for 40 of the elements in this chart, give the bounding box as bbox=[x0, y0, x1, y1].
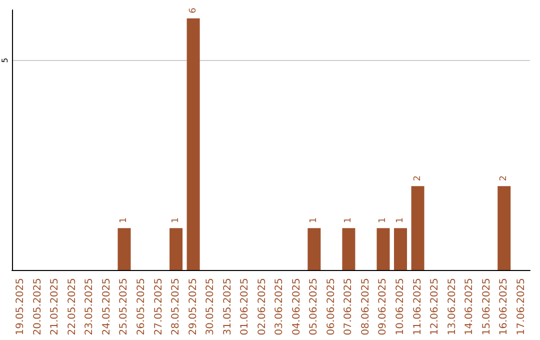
x-tick-label: 02.06.2025 bbox=[256, 278, 268, 336]
x-tick-label: 17.06.2025 bbox=[516, 278, 527, 336]
x-tick-label: 13.06.2025 bbox=[446, 278, 458, 336]
data-label: 2 bbox=[412, 175, 423, 182]
x-tick-label: 19.05.2025 bbox=[15, 278, 26, 336]
x-tick-label: 24.05.2025 bbox=[101, 278, 112, 336]
x-tick-label: 25.05.2025 bbox=[118, 278, 130, 336]
x-tick-label: 27.05.2025 bbox=[153, 278, 164, 336]
x-tick-label: 08.06.2025 bbox=[360, 278, 372, 336]
x-tick-label: 28.05.2025 bbox=[170, 278, 182, 336]
x-tick-label: 12.06.2025 bbox=[430, 278, 441, 336]
data-label: 1 bbox=[344, 217, 354, 224]
x-tick-label: 06.06.2025 bbox=[326, 278, 337, 336]
x-tick-label: 01.06.2025 bbox=[240, 278, 251, 336]
x-tick-label: 10.06.2025 bbox=[395, 278, 406, 336]
data-label: 2 bbox=[499, 175, 510, 182]
x-tick-label: 31.05.2025 bbox=[222, 278, 234, 336]
x-tick-label: 15.06.2025 bbox=[481, 278, 492, 336]
y-tick-label: 5 bbox=[0, 58, 10, 63]
x-tick-label: 29.05.2025 bbox=[188, 278, 199, 336]
x-tick-label: 30.05.2025 bbox=[205, 278, 216, 336]
x-tick-label: 26.05.2025 bbox=[136, 278, 147, 336]
x-tick-label: 20.05.2025 bbox=[32, 278, 44, 336]
x-tick-label: 14.06.2025 bbox=[464, 278, 476, 336]
x-tick-label: 11.06.2025 bbox=[412, 278, 424, 336]
data-label: 1 bbox=[396, 217, 406, 224]
data-label: 1 bbox=[119, 217, 130, 224]
data-label: 6 bbox=[188, 7, 198, 14]
x-tick-label: 04.06.2025 bbox=[291, 278, 302, 336]
x-tick-label: 07.06.2025 bbox=[343, 278, 354, 336]
x-tick-label: 21.05.2025 bbox=[50, 278, 61, 336]
x-tick-label: 22.05.2025 bbox=[66, 278, 78, 336]
x-tick-label: 16.06.2025 bbox=[498, 278, 510, 336]
data-label: 1 bbox=[378, 217, 388, 224]
data-label: 1 bbox=[309, 217, 320, 224]
x-tick-label: 05.06.2025 bbox=[308, 278, 320, 336]
x-tick-label: 09.06.2025 bbox=[378, 278, 389, 336]
x-tick-label: 23.05.2025 bbox=[84, 278, 96, 336]
x-tick-label: 03.06.2025 bbox=[274, 278, 286, 336]
data-label: 1 bbox=[171, 217, 182, 224]
